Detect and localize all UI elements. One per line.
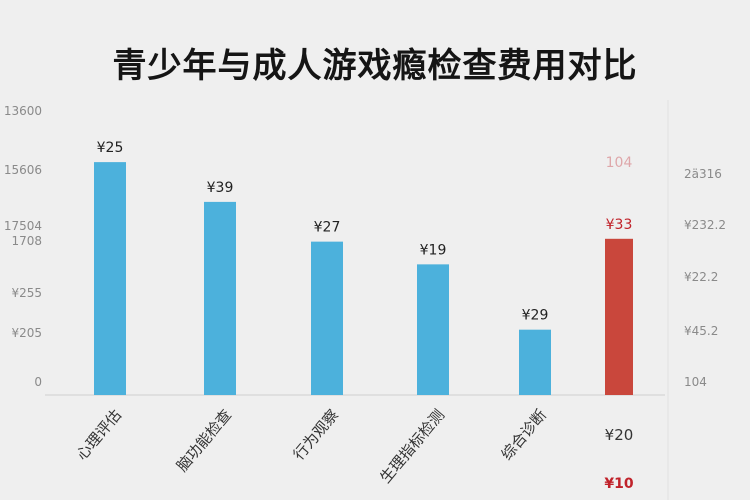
chart-title: 青少年与成人游戏瘾检查费用对比 xyxy=(112,46,638,86)
right-tick-label: ¥45.2 xyxy=(684,324,718,338)
bar-value-label: ¥19 xyxy=(420,242,447,258)
bar xyxy=(519,329,551,395)
left-tick-label: 13600 xyxy=(4,104,42,118)
right-tick-label: 104 xyxy=(684,375,707,389)
category-label: ¥20 xyxy=(605,426,634,444)
bar xyxy=(94,162,126,395)
category-label: 行为观察 xyxy=(290,406,342,464)
bar-value-label: ¥27 xyxy=(314,220,341,236)
category-label: 生理指标检测 xyxy=(376,406,448,487)
faded-label: 104 xyxy=(606,155,633,171)
bar-value-label: ¥29 xyxy=(522,308,549,324)
right-tick-label: 2ä316 xyxy=(684,167,722,181)
bar xyxy=(417,264,449,395)
bar-value-label: ¥33 xyxy=(606,217,633,233)
left-tick-label: 17504 xyxy=(4,219,42,233)
left-tick-label: 15606 xyxy=(4,163,42,177)
category-label: 综合诊断 xyxy=(498,406,550,464)
bottom-red-label: ¥10 xyxy=(604,476,633,492)
left-tick-label: 0 xyxy=(34,375,42,389)
bar xyxy=(605,238,633,395)
bar xyxy=(204,201,236,395)
right-tick-label: ¥22.2 xyxy=(684,270,718,284)
category-label: 脑功能检查 xyxy=(173,406,235,475)
category-label: 心理评估 xyxy=(73,406,125,464)
bar-value-label: ¥39 xyxy=(207,180,234,196)
left-tick-label: ¥255 xyxy=(11,286,42,300)
bar xyxy=(311,241,343,395)
left-tick-label: 1708 xyxy=(11,234,42,248)
left-tick-label: ¥205 xyxy=(11,326,42,340)
right-tick-label: ¥232.2 xyxy=(684,218,726,232)
bar-value-label: ¥25 xyxy=(97,140,124,156)
